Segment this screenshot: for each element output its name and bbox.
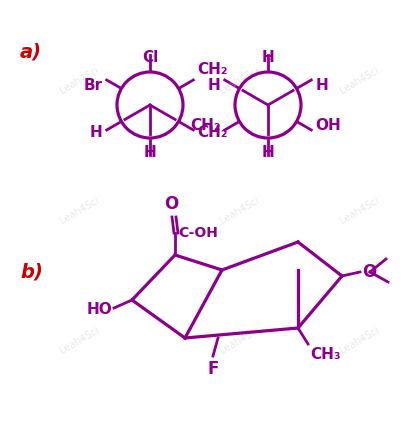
Text: F: F xyxy=(207,360,219,378)
Text: b): b) xyxy=(20,262,43,282)
Text: H: H xyxy=(144,145,157,160)
Text: H: H xyxy=(316,78,328,92)
Text: CH₂: CH₂ xyxy=(198,62,228,78)
Text: O: O xyxy=(164,195,178,213)
Text: C-OH: C-OH xyxy=(178,226,218,240)
Text: H: H xyxy=(90,125,102,140)
Text: Br: Br xyxy=(83,78,102,92)
Text: H: H xyxy=(262,145,274,160)
Text: Leah4Sci: Leah4Sci xyxy=(338,65,382,95)
Text: Leah4Sci: Leah4Sci xyxy=(338,195,382,225)
Text: Cl: Cl xyxy=(142,50,158,65)
Text: Leah4Sci: Leah4Sci xyxy=(218,65,262,95)
Text: Leah4Sci: Leah4Sci xyxy=(218,325,262,355)
Text: CH₃: CH₃ xyxy=(310,347,341,362)
Text: H: H xyxy=(262,50,274,65)
Text: Leah4Sci: Leah4Sci xyxy=(59,65,101,95)
Text: CH₂: CH₂ xyxy=(190,117,220,132)
Text: H: H xyxy=(208,78,220,92)
Text: Leah4Sci: Leah4Sci xyxy=(338,325,382,355)
Text: HO: HO xyxy=(86,301,112,316)
Text: Leah4Sci: Leah4Sci xyxy=(59,325,101,355)
Text: a): a) xyxy=(20,42,42,61)
Text: OH: OH xyxy=(316,117,342,132)
Text: Leah4Sci: Leah4Sci xyxy=(59,195,101,225)
Text: O: O xyxy=(362,263,376,281)
Text: Leah4Sci: Leah4Sci xyxy=(218,195,262,225)
Text: CH₂: CH₂ xyxy=(198,125,228,140)
